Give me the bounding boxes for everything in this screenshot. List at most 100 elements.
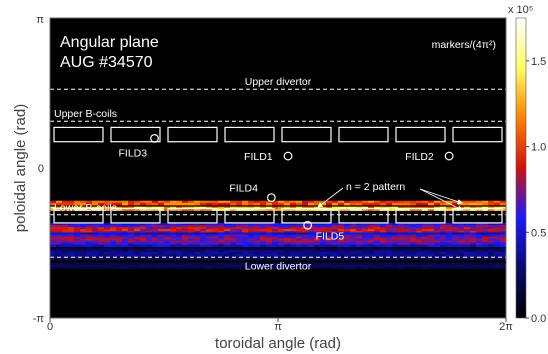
band-cell — [62, 234, 69, 237]
band-cell — [92, 236, 99, 239]
band-cell — [314, 229, 321, 232]
band-cell — [164, 240, 171, 244]
band-cell — [122, 266, 129, 270]
band-cell — [302, 236, 309, 239]
band-cell — [326, 224, 333, 228]
band-cell — [170, 248, 177, 251]
band-cell — [50, 253, 57, 257]
band-cell — [266, 222, 273, 226]
band-cell — [152, 224, 159, 228]
band-cell — [104, 229, 111, 232]
band-cell — [380, 244, 387, 248]
band-cell — [206, 208, 213, 211]
band-cell — [296, 231, 303, 234]
band-cell — [56, 232, 63, 235]
band-cell — [464, 253, 471, 257]
band-cell — [74, 222, 81, 226]
band-cell — [74, 240, 81, 244]
band-cell — [500, 231, 506, 234]
band-cell — [500, 232, 506, 235]
band-cell — [134, 231, 141, 234]
band-cell — [320, 224, 327, 228]
band-cell — [224, 263, 231, 266]
band-cell — [242, 224, 249, 228]
band-cell — [464, 242, 471, 246]
band-cell — [380, 202, 387, 206]
band-cell — [422, 257, 429, 261]
band-cell — [272, 263, 279, 266]
band-cell — [338, 263, 345, 266]
band-cell — [434, 242, 441, 246]
band-cell — [230, 222, 237, 226]
band-cell — [206, 232, 213, 235]
band-cell — [134, 224, 141, 228]
band-cell — [146, 229, 153, 232]
band-cell — [350, 242, 357, 246]
band-cell — [158, 257, 165, 261]
band-cell — [194, 264, 201, 268]
band-cell — [470, 242, 477, 246]
band-cell — [122, 242, 129, 246]
band-cell — [344, 224, 351, 228]
band-cell — [440, 264, 447, 268]
band-cell — [398, 232, 405, 235]
band-cell — [446, 252, 453, 255]
band-cell — [134, 250, 141, 253]
band-cell — [230, 224, 237, 228]
band-cell — [494, 227, 501, 230]
band-cell — [206, 200, 213, 204]
band-cell — [284, 252, 291, 255]
band-cell — [194, 234, 201, 237]
band-cell — [146, 231, 153, 234]
band-cell — [500, 244, 506, 248]
band-cell — [92, 238, 99, 242]
band-cell — [470, 257, 477, 261]
band-cell — [50, 234, 57, 237]
band-cell — [128, 238, 135, 242]
band-cell — [122, 206, 129, 209]
band-cell — [500, 263, 506, 266]
band-cell — [458, 244, 465, 248]
band-cell — [182, 206, 189, 209]
band-cell — [122, 240, 129, 244]
band-cell — [428, 253, 435, 257]
band-cell — [338, 200, 345, 204]
band-cell — [320, 222, 327, 226]
band-cell — [98, 227, 105, 230]
band-cell — [356, 227, 363, 230]
band-cell — [194, 222, 201, 226]
intensity-band — [50, 263, 506, 270]
band-cell — [74, 206, 81, 209]
band-cell — [92, 229, 99, 232]
band-cell — [134, 206, 141, 209]
band-cell — [260, 266, 267, 270]
band-cell — [482, 250, 489, 253]
band-cell — [194, 229, 201, 232]
band-cell — [320, 263, 327, 266]
band-cell — [182, 240, 189, 244]
band-cell — [488, 253, 495, 257]
band-cell — [428, 266, 435, 270]
band-cell — [62, 236, 69, 239]
band-cell — [380, 263, 387, 266]
band-cell — [224, 231, 231, 234]
band-cell — [218, 224, 225, 228]
band-cell — [242, 263, 249, 266]
band-cell — [200, 208, 207, 211]
band-cell — [92, 257, 99, 261]
band-cell — [362, 222, 369, 226]
band-cell — [74, 236, 81, 239]
band-cell — [254, 240, 261, 244]
band-cell — [140, 222, 147, 226]
band-cell — [416, 257, 423, 261]
band-cell — [62, 242, 69, 246]
band-cell — [344, 240, 351, 244]
band-cell — [122, 255, 129, 259]
band-cell — [242, 222, 249, 226]
band-cell — [266, 248, 273, 251]
band-cell — [254, 222, 261, 226]
band-cell — [104, 250, 111, 253]
band-cell — [386, 244, 393, 248]
band-cell — [440, 232, 447, 235]
band-cell — [104, 232, 111, 235]
